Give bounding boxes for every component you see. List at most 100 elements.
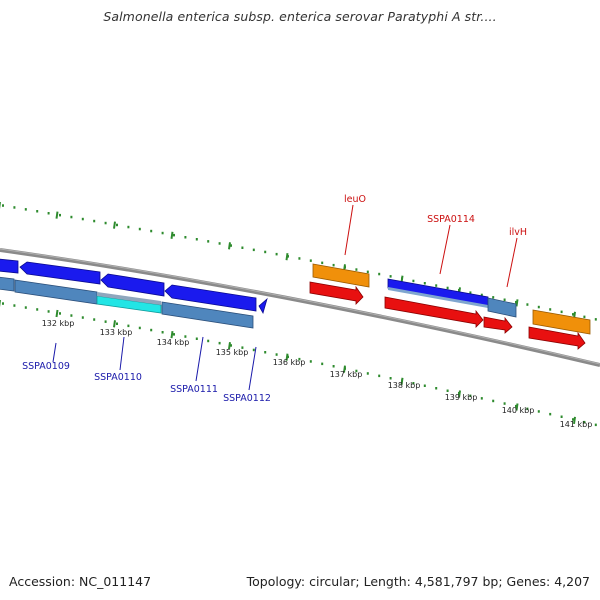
gene-feature[interactable] [528,326,586,350]
tick-dot [503,298,506,301]
tick-dot [366,372,369,375]
gene-features-forward [309,263,591,350]
tick-dot [275,252,278,256]
tick-mark [458,390,461,398]
tick-dot [252,348,255,352]
tick-dot [389,275,392,278]
tick-mark [113,320,116,328]
tick-mark [170,330,174,339]
tick-dot [526,407,529,411]
tick-dot [515,404,517,408]
map-title: Salmonella enterica subsp. enterica sero… [103,9,497,24]
tick-dot [173,333,175,336]
tick-dot [332,365,335,368]
gene-label-ilvh[interactable]: ilvH [509,227,527,238]
tick-dot [241,246,244,249]
tick-dot [2,204,4,207]
tick-dot [503,402,506,405]
tick-dot [560,415,563,418]
tick-mark [400,377,404,385]
tick-dot [230,244,232,247]
tick-dot [59,213,61,217]
tick-dot [59,312,61,315]
tick-dot [207,240,210,243]
tick-dot [549,412,552,416]
tick-dot [218,341,221,345]
tick-dot [583,315,586,319]
gene-feature[interactable] [258,297,268,315]
tick-dot [594,318,597,321]
tick-dot [549,308,552,311]
gene-feature[interactable] [487,297,517,318]
gene-feature[interactable] [312,263,370,288]
gene-feature[interactable] [100,273,165,297]
tick-dot [127,324,130,328]
tick-dot [423,384,426,387]
tick-dot [116,322,118,325]
gene-feature[interactable] [309,281,364,305]
tick-dot [184,335,187,338]
gene-label-sspa0112[interactable]: SSPA0112 [223,393,271,404]
tick-dot [366,270,369,274]
gene-feature[interactable] [19,261,101,285]
gene-feature[interactable] [532,309,591,335]
tick-dot [184,236,187,239]
tick-dot [81,217,84,221]
tick-dot [492,399,495,403]
tick-dot [93,318,96,321]
gene-feature[interactable] [384,296,484,328]
tick-dot [469,394,472,398]
gene-feature[interactable] [97,292,161,305]
gene-label-sspa0109[interactable]: SSPA0109 [22,361,70,372]
tick-dot [298,357,301,361]
tick-mark [515,299,519,307]
tick-dot [36,308,39,311]
tick-dot [389,377,392,380]
tick-dot [355,369,358,373]
gene-labels: SSPA0109 SSPA0110 SSPA0111 SSPA0112 leuO… [22,194,527,404]
genome-backbone [0,248,600,367]
tick-mark [285,253,289,261]
tick-label: 140 kbp [502,406,535,415]
tick-dot [24,306,27,309]
tick-dot [378,374,381,378]
gene-label-leuo[interactable]: leuO [344,194,366,205]
tick-dot [309,360,312,363]
tick-label: 137 kbp [330,370,363,379]
tick-dot [572,313,574,316]
tick-dot [321,362,324,366]
tick-mark [113,221,116,229]
tick-dot [435,387,438,390]
tick-mark [343,365,346,373]
gene-feature[interactable] [14,279,98,305]
gene-feature[interactable] [161,301,254,329]
gene-feature[interactable] [0,258,19,274]
tick-dot [412,279,415,283]
tick-label: 136 kbp [273,358,306,367]
tick-marks [0,202,576,425]
tick-dot [537,410,540,413]
tick-dot [36,210,39,213]
tick-dot [275,353,278,356]
tick-dot [241,346,244,349]
gene-features [0,258,268,329]
tick-mark [228,242,231,250]
tick-dot [47,310,50,313]
tick-dot [70,215,73,219]
tick-dot [298,257,301,260]
gene-label-sspa0110[interactable]: SSPA0110 [94,372,142,383]
tick-dot [173,233,175,237]
tick-dot [480,397,483,400]
gene-feature[interactable] [388,287,488,308]
gene-feature[interactable] [164,284,257,312]
tick-dot [423,282,426,285]
tick-mark [515,403,519,411]
tick-label: 135 kbp [216,348,249,357]
gene-feature[interactable] [0,276,15,292]
gene-label-sspa0111[interactable]: SSPA0111 [170,384,218,395]
tick-label: 138 kbp [388,381,421,390]
gene-label-sspa0114[interactable]: SSPA0114 [427,214,475,225]
tick-dot [332,263,335,267]
gene-feature[interactable] [483,316,513,334]
